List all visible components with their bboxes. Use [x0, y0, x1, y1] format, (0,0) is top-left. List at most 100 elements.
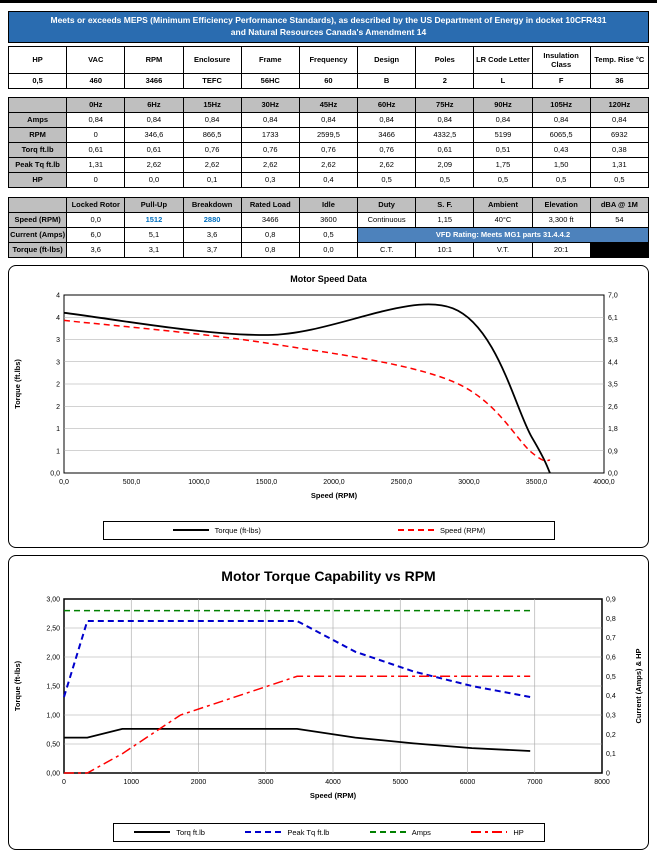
freq-row-label: HP: [7, 171, 68, 188]
legend-entry: Torq ft.lb: [133, 828, 205, 837]
freq-value-cell: 0,76: [298, 141, 359, 158]
freq-value-cell: 3466: [357, 126, 417, 143]
perf-value-cell: 3,300 ft: [531, 211, 591, 228]
freq-value-cell: 0,5: [473, 171, 533, 188]
perf-value-cell: 6,0: [66, 226, 126, 243]
spec-header-cell: Frame: [240, 45, 300, 74]
freq-value-cell: 0,5: [357, 171, 417, 188]
svg-text:0,0: 0,0: [608, 470, 618, 477]
perf-header-cell: S. F.: [415, 196, 475, 213]
perf-row-label: Current (Amps): [7, 226, 68, 243]
legend-label: Torq ft.lb: [176, 827, 205, 837]
svg-text:0,1: 0,1: [606, 751, 616, 758]
svg-text:4,4: 4,4: [608, 359, 618, 366]
spec-header-cell: Design: [357, 45, 417, 74]
perf-header-cell: dBA @ 1M: [589, 196, 650, 213]
svg-text:500,0: 500,0: [123, 479, 141, 486]
vfd-rating-banner: VFD Rating: Meets MG1 parts 31.4.4.2: [357, 226, 649, 243]
perf-value-cell: 20:1: [531, 241, 591, 258]
freq-header-cell: 15Hz: [182, 96, 242, 113]
perf-header-cell: Locked Rotor: [66, 196, 126, 213]
performance-table: Locked Rotor Pull-Up Breakdown Rated Load Id…: [7, 196, 650, 258]
legend-line-sample: [397, 529, 434, 532]
svg-text:0,4: 0,4: [606, 693, 616, 700]
spec-value-cell: B: [357, 72, 417, 89]
svg-text:0,8: 0,8: [606, 616, 616, 623]
freq-value-cell: 0,84: [531, 111, 591, 128]
freq-value-cell: 1,31: [589, 156, 650, 173]
legend-line-sample: [369, 831, 406, 834]
spec-header-cell: Insulation Class: [531, 45, 591, 74]
motor-speed-data-chart-box: Motor Speed Data 0,0 1 1 2 2 3 3 4 4 0,0 0,9 1,8 2,6 3…: [8, 264, 649, 548]
legend-label: HP: [513, 827, 524, 837]
svg-text:0,9: 0,9: [608, 448, 618, 455]
freq-value-cell: 0,5: [531, 171, 591, 188]
perf-corner-cell: [7, 196, 68, 213]
spec-header-cell: VAC: [66, 45, 126, 74]
freq-header-cell: 75Hz: [415, 96, 475, 113]
legend-entry: Peak Tq ft.lb: [244, 828, 329, 837]
perf-value-cell: 10:1: [415, 241, 475, 258]
legend-line-sample: [471, 831, 508, 834]
freq-header-cell: 105Hz: [531, 96, 591, 113]
svg-text:2000: 2000: [191, 779, 207, 786]
freq-value-cell: 0,43: [531, 141, 591, 158]
svg-text:6,1: 6,1: [608, 315, 618, 322]
svg-text:2500,0: 2500,0: [391, 479, 413, 486]
svg-text:2,50: 2,50: [46, 625, 60, 632]
freq-value-cell: 0,1: [182, 171, 242, 188]
svg-text:Motor Speed Data: Motor Speed Data: [290, 274, 368, 284]
svg-text:4000: 4000: [325, 779, 341, 786]
freq-header-cell: 0Hz: [66, 96, 126, 113]
perf-header-cell: Pull-Up: [124, 196, 184, 213]
svg-text:3000,0: 3000,0: [458, 479, 480, 486]
legend-entry: HP: [470, 827, 524, 837]
freq-value-cell: 2,62: [182, 156, 242, 173]
freq-value-cell: 5199: [473, 126, 533, 143]
freq-value-cell: 0,84: [298, 111, 359, 128]
spec-header-cell: Temp. Rise °C: [589, 45, 650, 74]
spec-value-cell: 36: [589, 72, 650, 89]
freq-value-cell: 0,76: [240, 141, 300, 158]
spec-header-cell: HP: [7, 45, 68, 74]
svg-text:2: 2: [56, 381, 60, 388]
freq-value-cell: 0,84: [473, 111, 533, 128]
svg-text:1,00: 1,00: [46, 712, 60, 719]
freq-value-cell: 1733: [240, 126, 300, 143]
svg-text:3500,0: 3500,0: [526, 479, 548, 486]
freq-value-cell: 2,62: [298, 156, 359, 173]
perf-header-cell: Breakdown: [182, 196, 242, 213]
svg-text:0,2: 0,2: [606, 732, 616, 739]
svg-text:1: 1: [56, 426, 60, 433]
freq-value-cell: 866,5: [182, 126, 242, 143]
freq-value-cell: 0,84: [66, 111, 126, 128]
motor-speed-data-chart: Motor Speed Data 0,0 1 1 2 2 3 3 4 4 0,0 0,9 1,8 2,6 3…: [13, 274, 618, 500]
spec-value-cell: L: [473, 72, 533, 89]
freq-value-cell: 0,84: [589, 111, 650, 128]
freq-value-cell: 1,31: [66, 156, 126, 173]
svg-text:0,6: 0,6: [606, 654, 616, 661]
spec-value-cell: 0,5: [7, 72, 68, 89]
svg-text:Torque (ft-lbs): Torque (ft-lbs): [13, 660, 22, 711]
freq-value-cell: 0,84: [415, 111, 475, 128]
spec-value-cell: TEFC: [182, 72, 242, 89]
svg-text:0: 0: [62, 779, 66, 786]
freq-header-cell: 90Hz: [473, 96, 533, 113]
perf-value-cell: 1512: [124, 211, 184, 228]
svg-text:8000: 8000: [594, 779, 610, 786]
freq-value-cell: 0,4: [298, 171, 359, 188]
svg-text:Torque (ft.lbs): Torque (ft.lbs): [13, 358, 22, 408]
svg-text:0: 0: [606, 770, 610, 777]
svg-text:4000,0: 4000,0: [593, 479, 615, 486]
legend-label: Torque (ft-lbs): [214, 525, 261, 535]
frequency-table: 0Hz 6Hz 15Hz 30Hz 45Hz 60Hz 75Hz 90Hz 105Hz 120Hz…: [7, 96, 650, 188]
perf-row-label: Speed (RPM): [7, 211, 68, 228]
svg-text:3000: 3000: [258, 779, 274, 786]
meps-banner: Meets or exceeds MEPS (Minimum Efficienc…: [8, 11, 649, 43]
perf-value-cell: 40°C: [473, 211, 533, 228]
perf-value-cell: 3,7: [182, 241, 242, 258]
perf-value-cell: V.T.: [473, 241, 533, 258]
svg-text:5,3: 5,3: [608, 337, 618, 344]
perf-value-cell: 3,6: [66, 241, 126, 258]
legend-label: Amps: [411, 827, 431, 837]
